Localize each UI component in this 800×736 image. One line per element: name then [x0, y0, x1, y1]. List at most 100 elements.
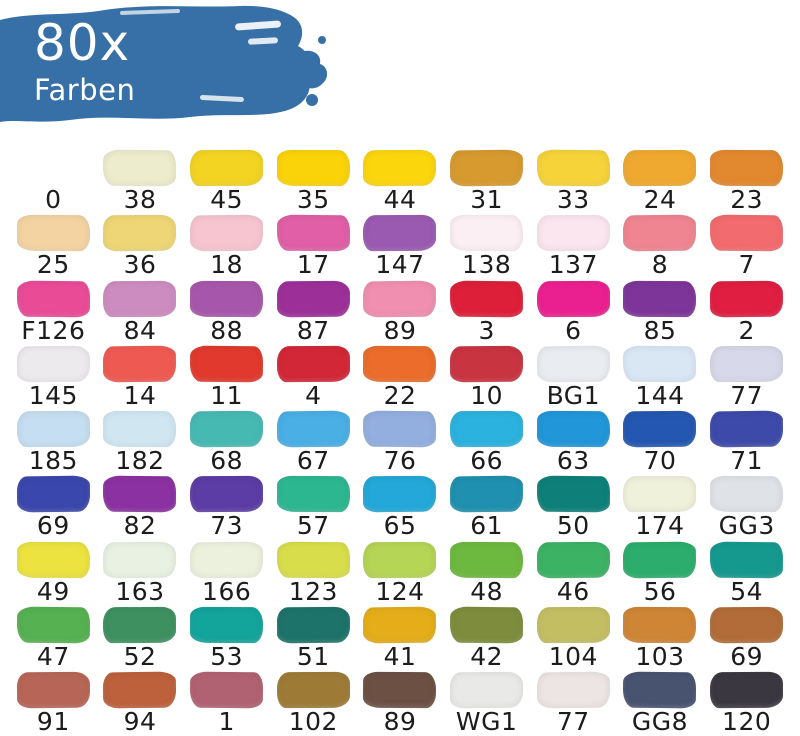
swatch-label: 102: [288, 707, 338, 736]
swatch-label: 56: [643, 576, 677, 606]
swatch-cell-82: 82: [97, 474, 184, 539]
swatch-cell-185: 185: [10, 409, 97, 474]
swatch-cell-144: 144: [617, 344, 704, 409]
swatch-label: 8: [651, 250, 669, 280]
color-swatch: [16, 606, 91, 644]
swatch-label: 44: [383, 185, 417, 214]
swatch-cell-87: 87: [270, 279, 357, 344]
swatch-label: 14: [123, 380, 157, 410]
color-swatch: [449, 280, 524, 317]
color-swatch: [536, 149, 610, 187]
swatch-label: 35: [296, 185, 330, 214]
color-swatch: [103, 345, 177, 383]
swatch-label: 23: [730, 185, 764, 214]
swatch-cell-91: 91: [10, 670, 97, 735]
color-swatch: [276, 280, 350, 317]
swatch-label: 88: [210, 315, 244, 345]
swatch-cell-18: 18: [183, 213, 270, 278]
swatch-cell-89: 89: [357, 279, 444, 344]
swatch-label: F126: [21, 315, 86, 345]
color-swatch: [190, 606, 264, 644]
swatch-label: 38: [123, 185, 157, 214]
color-swatch: [103, 280, 177, 317]
swatch-label: 1: [218, 707, 235, 736]
swatch-label: 18: [210, 250, 244, 280]
swatch-label: 31: [470, 185, 504, 214]
swatch-label: 2: [738, 315, 755, 345]
color-swatch: [450, 214, 524, 252]
swatch-cell-63: 63: [530, 409, 617, 474]
swatch-label: GG3: [718, 511, 775, 541]
swatch-label: 185: [28, 446, 78, 475]
swatch-cell-7: 7: [703, 213, 790, 278]
swatch-label: GG8: [631, 707, 689, 736]
swatch-cell-47: 47: [10, 605, 97, 670]
color-swatch: [536, 671, 611, 709]
swatch-cell-57: 57: [270, 474, 357, 539]
swatch-cell-53: 53: [183, 605, 270, 670]
color-swatch: [710, 345, 784, 382]
color-swatch: [536, 541, 610, 578]
swatch-label: 46: [556, 576, 590, 606]
swatch-label: 3: [478, 315, 495, 345]
swatch-cell-137: 137: [530, 213, 617, 278]
swatch-cell-33: 33: [530, 148, 617, 213]
swatch-cell-102: 102: [270, 670, 357, 735]
color-swatch: [710, 671, 784, 709]
swatch-label: 41: [383, 641, 417, 671]
swatch-label: 7: [738, 250, 755, 280]
swatch-label: 84: [123, 315, 157, 345]
color-swatch: [16, 475, 91, 513]
swatch-label: 4: [305, 380, 322, 410]
swatch-label: BG1: [546, 380, 601, 410]
swatch-cell-174: 174: [617, 474, 704, 539]
swatch-label: 42: [470, 641, 504, 671]
swatch-cell-14: 14: [97, 344, 184, 409]
color-swatch: [623, 476, 697, 513]
color-swatch: [710, 280, 784, 317]
swatch-cell-45: 45: [183, 148, 270, 213]
color-swatch: [276, 149, 350, 187]
swatch-cell-48: 48: [443, 540, 530, 605]
swatch-cell-77: 77: [530, 670, 617, 735]
swatch-cell-124: 124: [357, 540, 444, 605]
color-swatch: [536, 345, 611, 383]
color-swatch: [17, 150, 90, 187]
swatch-label: 68: [210, 446, 244, 475]
swatch-label: 65: [383, 511, 417, 541]
swatch-label: 51: [296, 641, 330, 671]
swatch-cell-104: 104: [530, 605, 617, 670]
swatch-label: 50: [556, 511, 590, 541]
swatch-label: 52: [123, 641, 157, 671]
color-swatch: [450, 541, 524, 578]
color-swatch: [16, 541, 90, 578]
swatch-cell-36: 36: [97, 213, 184, 278]
swatch-label: 73: [210, 511, 244, 541]
swatch-cell-147: 147: [357, 213, 444, 278]
color-swatch: [623, 541, 697, 578]
color-swatch: [190, 476, 264, 513]
swatch-cell-10: 10: [443, 344, 530, 409]
swatch-cell-61: 61: [443, 474, 530, 539]
swatch-label: 77: [556, 707, 590, 736]
color-swatch: [710, 149, 784, 187]
swatch-label: 89: [383, 315, 417, 345]
swatch-cell-24: 24: [617, 148, 704, 213]
color-swatch: [16, 345, 90, 383]
swatch-label: 24: [643, 185, 677, 214]
swatch-cell-2: 2: [703, 279, 790, 344]
color-swatch: [449, 149, 524, 187]
swatch-label: 147: [375, 250, 425, 280]
swatch-cell-138: 138: [443, 213, 530, 278]
color-swatch: [16, 410, 90, 448]
swatch-label: 94: [123, 707, 157, 736]
swatch-cell-BG1: BG1: [530, 344, 617, 409]
banner-count: 80x: [34, 14, 131, 72]
color-swatch: [536, 410, 610, 448]
swatch-cell-166: 166: [183, 540, 270, 605]
swatch-label: 48: [470, 576, 504, 606]
swatch-cell-163: 163: [97, 540, 184, 605]
swatch-grid: 0 38 45 35 44 31 33 24 23 25 36 18 17 147 138 137 8 7 F126…: [10, 148, 790, 735]
swatch-cell-68: 68: [183, 409, 270, 474]
swatch-cell-84: 84: [97, 279, 184, 344]
